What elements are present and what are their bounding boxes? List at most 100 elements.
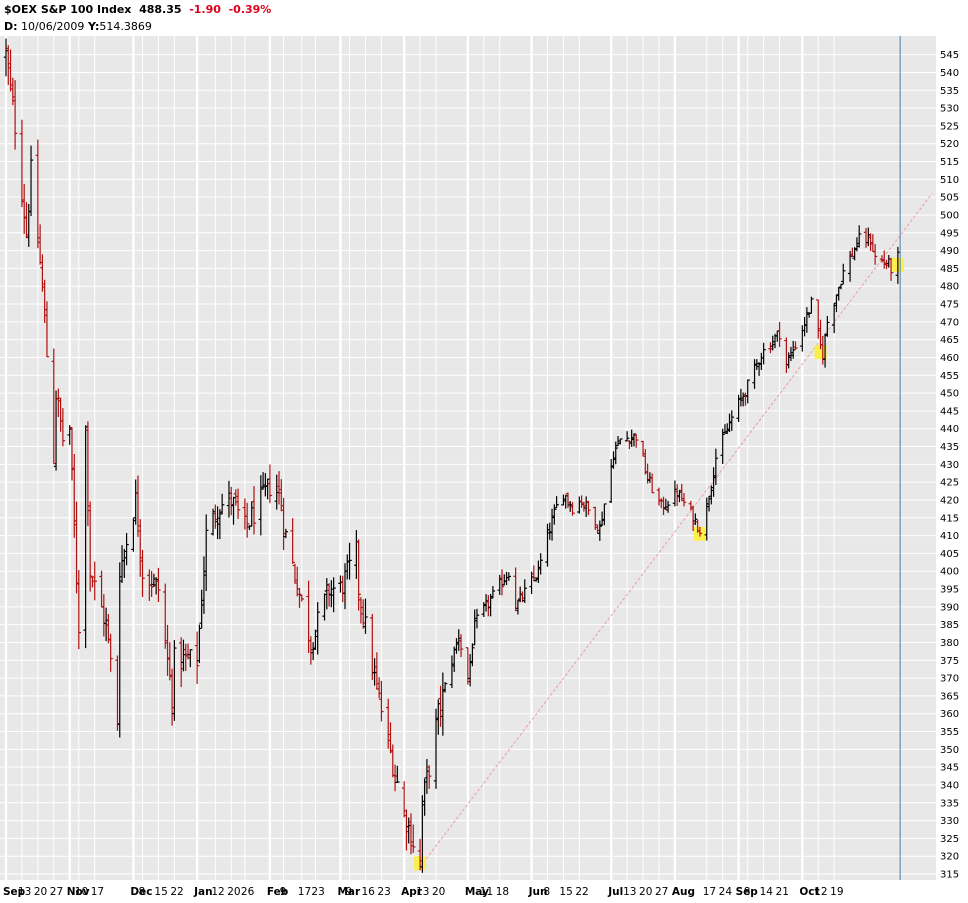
ohlc-bar [522,579,527,603]
ohlc-bar [499,569,505,596]
y-tick-label: 480 [940,282,959,293]
y-tick-label: 370 [940,674,959,685]
x-tick-label: 20 [34,886,47,898]
ohlc-bar [538,553,543,575]
ohlc-bar [297,587,302,608]
last-price: 488.35 [139,3,182,16]
ohlc-bar [552,504,557,525]
y-tick-label: 340 [940,780,959,791]
x-tick-label: Aug [672,886,695,898]
ohlc-bar [379,680,384,722]
price-change-pct: -0.39% [228,3,272,16]
ohlc-bar [363,598,368,634]
ohlc-bar [631,433,637,447]
ohlc-bar [506,572,512,582]
ohlc-bar [124,532,129,566]
y-tick-label: 410 [940,531,959,542]
right-axis-background [936,0,968,903]
ohlc-bar [395,765,400,783]
ohlc-bar [586,500,591,516]
x-tick-label: 19 [830,886,843,898]
x-tick-label: Sep [736,886,759,898]
highlight-marker [814,345,827,360]
y-tick-label: 315 [940,870,959,881]
x-tick-label: Feb [267,886,289,898]
ohlc-bar [28,145,34,217]
x-tick-label: Oct [799,886,819,898]
ohlc-bar [825,316,830,337]
y-tick-label: 395 [940,585,959,596]
ohlc-bar [426,765,432,789]
ohlc-bar [838,283,844,290]
x-tick-label: 14 [760,886,774,898]
x-tick-label: 20 [227,886,240,898]
y-tick-label: 520 [940,139,959,150]
y-tick-label: 440 [940,424,959,435]
cursor-date-label: D: [4,20,18,33]
x-tick-label: 22 [575,886,588,898]
ohlc-bar [197,624,202,664]
cursor-date: 10/06/2009 [21,20,85,33]
trendline-layer [419,193,933,868]
symbol: $OEX [4,3,37,16]
y-tick-label: 435 [940,442,959,453]
ohlc-bar [244,502,250,538]
x-tick-label: 10 [75,886,88,898]
x-tick-label: 17 [298,886,311,898]
y-tick-label: 515 [940,157,959,168]
x-tick-label: 24 [719,886,733,898]
ohlc-bar [290,518,295,564]
y-tick-label: 500 [940,210,959,221]
x-tick-label: Dec [130,886,152,898]
y-tick-label: 490 [940,246,959,257]
x-tick-label: 23 [377,886,390,898]
x-tick-label: 11 [480,886,493,898]
x-tick-label: 8 [744,886,751,898]
ohlc-bar [665,500,671,513]
ohlc-bar [411,824,416,853]
ohlc-bar [470,643,475,667]
ohlc-bar [331,577,336,613]
ohlc-bar [44,301,50,358]
ohlc-bar [356,539,361,611]
y-tick-label: 540 [940,68,959,79]
x-tick-label: Apr [401,886,423,898]
x-tick-label: 26 [241,886,255,898]
ohlc-bar [872,243,878,265]
ohlc-bar [570,502,575,516]
y-tick-label: 530 [940,104,959,115]
ohlc-bar [888,257,894,281]
ohlc-bar [347,542,352,580]
x-tick-label: 23 [311,886,324,898]
y-tick-label: 355 [940,727,959,738]
ohlc-bar [597,520,603,541]
ohlc-bar [458,634,464,658]
ohlc-bar [92,561,97,601]
ohlc-bar [283,528,289,539]
ohlc-bar [809,296,814,314]
ohlc-bar [777,321,782,347]
ohlc-bar [60,408,66,447]
y-axis: 315 320 325 330 335 340 345 350 355 360 365 370 375 3… [940,50,959,880]
x-tick-label: 15 [559,886,572,898]
y-tick-label: 365 [940,691,959,702]
ohlc-bar [219,493,225,515]
x-tick-label: 9 [280,886,287,898]
y-tick-label: 335 [940,798,959,809]
cursor-value: 514.3869 [99,20,152,33]
ohlc-bar [745,379,750,404]
y-tick-label: 535 [940,86,959,97]
ohlc-bar [87,501,93,592]
x-tick-label: Mar [337,886,361,898]
ohlc-bar [761,342,766,365]
y-tick-label: 450 [940,389,959,400]
ohlc-bar [235,488,241,519]
index-name: S&P 100 Index [40,3,132,16]
ohlc-bar [188,649,193,668]
ohlc-bar [841,263,846,285]
y-tick-label: 445 [940,406,959,417]
x-tick-label: Nov [67,886,90,898]
cursor-readout: D: 10/06/2009 Y:514.3869 [4,20,152,33]
